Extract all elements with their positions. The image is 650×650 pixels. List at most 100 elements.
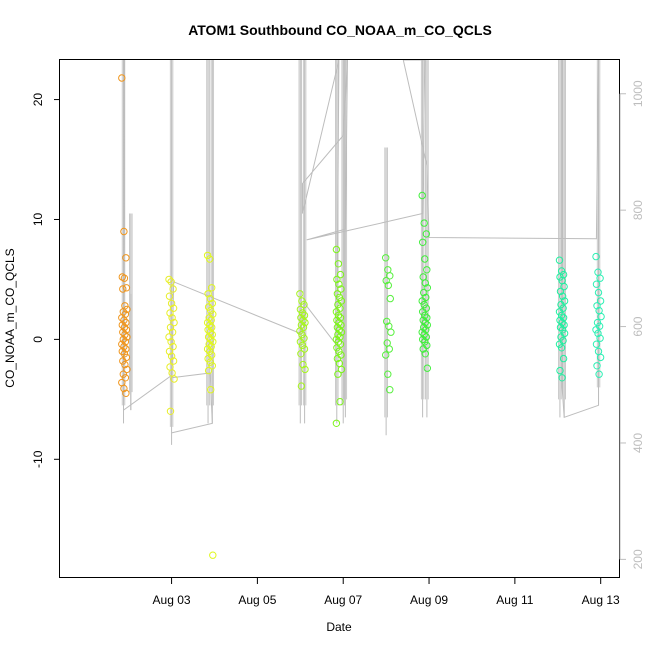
data-point (556, 316, 564, 324)
data-point (120, 227, 128, 236)
data-point (118, 340, 126, 348)
x-tick-label: Aug 03 (153, 593, 191, 607)
data-point (299, 316, 307, 324)
data-point (595, 370, 603, 378)
data-point (165, 275, 173, 284)
x-tick-label: Aug 09 (410, 593, 448, 607)
data-point (333, 316, 341, 324)
data-point (118, 314, 126, 322)
data-point (332, 419, 341, 427)
data-point (594, 288, 603, 297)
data-point (556, 273, 564, 281)
data-point (419, 238, 427, 247)
right-tick-label: 800 (631, 200, 645, 220)
data-point (555, 308, 564, 316)
data-point (118, 321, 127, 329)
data-point (167, 338, 175, 346)
data-point (299, 360, 307, 369)
x-tick-label: Aug 07 (324, 593, 362, 607)
data-point (421, 338, 429, 346)
data-point (383, 317, 391, 326)
data-point (203, 251, 212, 260)
data-point (593, 362, 601, 370)
data-point (423, 284, 431, 292)
data-point (120, 323, 129, 332)
data-point (165, 292, 174, 300)
data-point (593, 318, 602, 327)
data-point (207, 335, 215, 344)
data-point (208, 284, 216, 292)
right-tick-label: 1000 (631, 80, 645, 107)
data-point (423, 364, 431, 372)
data-point (121, 360, 129, 369)
data-point (332, 335, 341, 344)
data-point (555, 256, 564, 264)
data-point (298, 330, 306, 339)
data-point (298, 341, 307, 350)
data-point (119, 335, 128, 344)
data-point (421, 255, 429, 263)
data-point (560, 282, 568, 291)
data-point (165, 333, 173, 341)
data-point (596, 297, 605, 305)
data-point (206, 294, 214, 303)
data-point (333, 354, 342, 363)
data-point (558, 374, 566, 382)
data-point (300, 345, 309, 353)
data-point (167, 352, 176, 360)
data-point (121, 374, 130, 382)
data-point (592, 340, 601, 348)
data-point (169, 342, 177, 351)
data-point (118, 347, 127, 356)
data-point (167, 299, 176, 308)
data-point (120, 342, 128, 351)
data-point (557, 344, 566, 352)
data-point (119, 357, 127, 365)
y-tick-label: 10 (31, 212, 45, 226)
data-point (333, 275, 341, 284)
data-point (418, 328, 426, 336)
data-point (335, 318, 343, 327)
data-point (557, 311, 566, 320)
data-point (120, 274, 129, 282)
x-tick-label: Aug 13 (582, 593, 620, 607)
data-point (204, 354, 212, 363)
data-point (382, 351, 390, 359)
data-point (203, 318, 212, 327)
data-point (169, 285, 177, 293)
data-point (556, 323, 565, 332)
data-point (165, 347, 174, 356)
data-point (558, 292, 567, 300)
data-point (333, 290, 342, 298)
data-point (332, 245, 341, 254)
data-point (421, 279, 429, 287)
data-point (335, 293, 344, 302)
data-point (335, 347, 343, 356)
data-point (386, 386, 394, 394)
data-point (209, 551, 217, 559)
data-point (557, 300, 565, 309)
data-point (168, 314, 176, 322)
data-point (204, 290, 212, 298)
data-point (121, 330, 129, 339)
data-point (208, 362, 217, 370)
y-axis: -10 0 10 20 (31, 93, 60, 468)
data-point (557, 333, 565, 341)
data-point (118, 74, 126, 82)
data-point (120, 350, 129, 358)
data-point (119, 370, 128, 378)
data-point (166, 323, 175, 332)
data-point (422, 230, 430, 238)
data-point (300, 300, 308, 309)
data-point (120, 316, 128, 324)
data-point (170, 375, 178, 383)
data-point (418, 297, 426, 305)
data-point (205, 340, 213, 348)
data-point (418, 191, 426, 200)
data-point (419, 335, 427, 344)
data-point (596, 274, 604, 282)
data-point (333, 344, 341, 352)
y-tick-label: -10 (31, 450, 45, 468)
data-point (119, 285, 127, 293)
